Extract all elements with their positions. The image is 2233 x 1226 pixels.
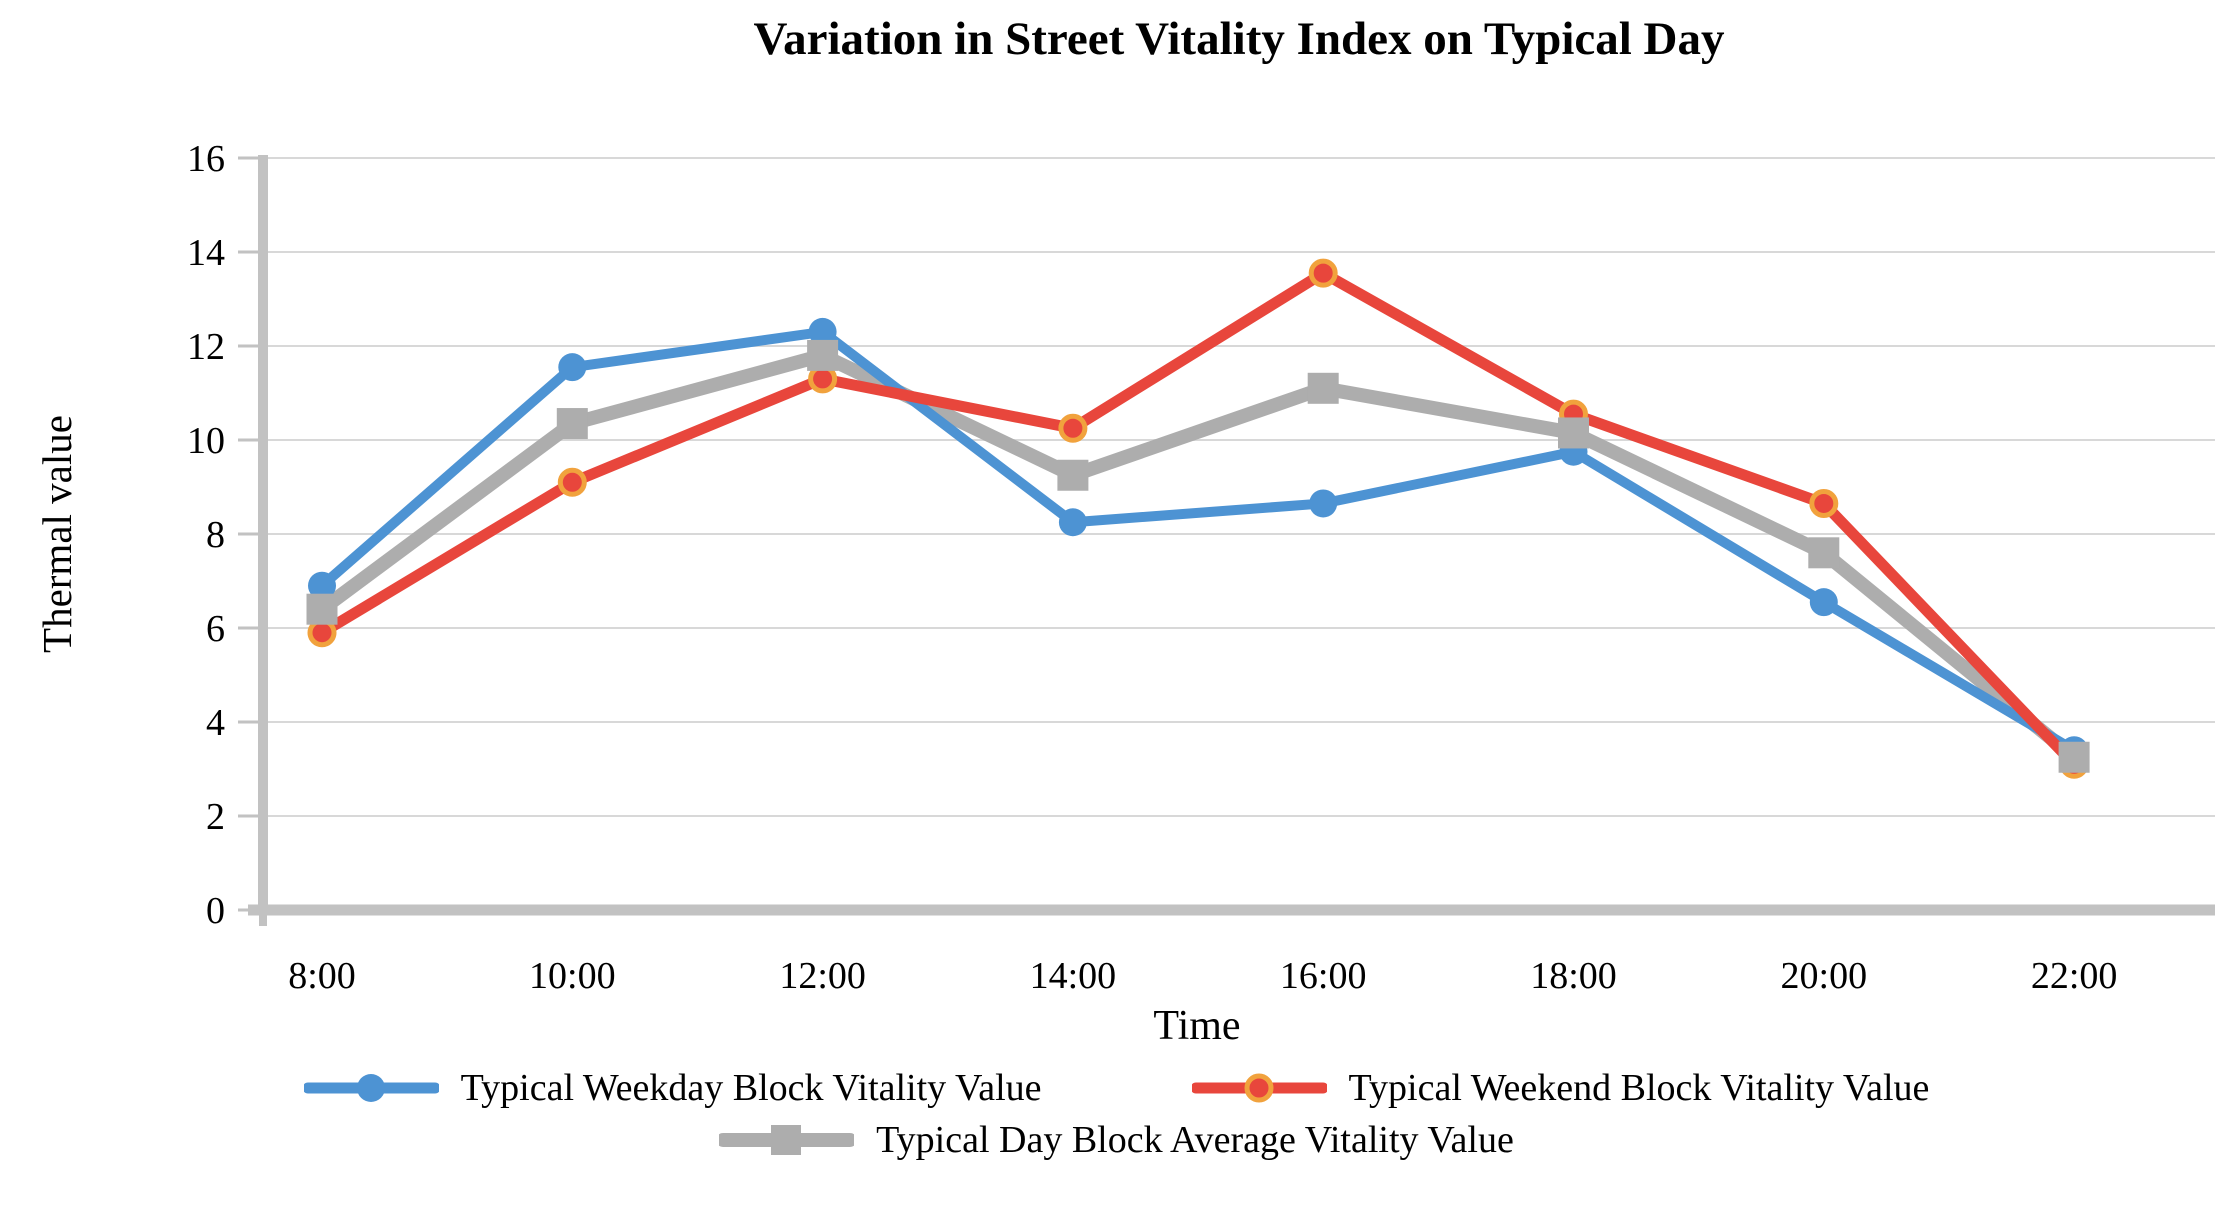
x-tick-label: 10:00 bbox=[529, 955, 616, 997]
x-tick-label: 14:00 bbox=[1030, 955, 1117, 997]
legend-label: Typical Weekend Block Vitality Value bbox=[1348, 1067, 1930, 1109]
y-tick-label: 16 bbox=[187, 138, 225, 180]
x-axis-title: Time bbox=[1153, 1003, 1241, 1049]
y-tick-label: 14 bbox=[187, 232, 225, 274]
axis-labels: 0 2 4 6 8 10 12 14 16 8:00 10:00 12:00 14:00 16:00 18:… bbox=[187, 138, 2117, 997]
y-tick-label: 8 bbox=[206, 514, 225, 556]
gridlines bbox=[263, 157, 2215, 817]
y-tick-label: 4 bbox=[206, 702, 225, 744]
data-point-marker bbox=[1809, 588, 1838, 617]
x-tick-label: 8:00 bbox=[288, 955, 356, 997]
series-line-2 bbox=[315, 348, 2082, 765]
legend-label: Typical Day Block Average Vitality Value bbox=[876, 1119, 1514, 1161]
legend-item-weekend: Typical Weekend Block Vitality Value bbox=[1191, 1066, 1930, 1110]
data-point-marker bbox=[556, 408, 588, 440]
legend-item-average: Typical Day Block Average Vitality Value bbox=[719, 1118, 1514, 1162]
y-axis-title: Thermal value bbox=[34, 415, 80, 653]
legend-key-average-line-marker-icon bbox=[719, 1125, 855, 1155]
x-tick-label: 18:00 bbox=[1530, 955, 1617, 997]
y-tick-label: 0 bbox=[206, 890, 225, 932]
legend-key-weekend-line-marker-icon bbox=[1191, 1073, 1327, 1103]
series-markers bbox=[306, 258, 2090, 779]
chart-title: Variation in Street Vitality Index on Ty… bbox=[753, 13, 1725, 65]
data-point-marker bbox=[558, 353, 587, 382]
y-tick-label: 10 bbox=[187, 420, 225, 462]
x-tick-label: 16:00 bbox=[1280, 955, 1367, 997]
x-tick-label: 22:00 bbox=[2031, 955, 2118, 997]
legend-label: Typical Weekday Block Vitality Value bbox=[460, 1067, 1042, 1109]
series-line-0 bbox=[317, 326, 2080, 756]
y-tick-label: 12 bbox=[187, 326, 225, 368]
data-point-marker bbox=[1057, 459, 1089, 491]
x-tick-label: 20:00 bbox=[1781, 955, 1868, 997]
legend: Typical Weekday Block Vitality Value Typ… bbox=[0, 1066, 2233, 1162]
y-tick-label: 2 bbox=[206, 796, 225, 838]
data-point-marker bbox=[1309, 489, 1338, 518]
data-point-marker bbox=[2058, 741, 2090, 773]
legend-key-weekday-line-marker-icon bbox=[303, 1074, 439, 1102]
legend-row-2: Typical Day Block Average Vitality Value bbox=[719, 1118, 1514, 1162]
x-tick-label: 12:00 bbox=[779, 955, 866, 997]
legend-item-weekday: Typical Weekday Block Vitality Value bbox=[303, 1066, 1042, 1110]
data-point-marker bbox=[1809, 488, 1839, 518]
data-point-marker bbox=[557, 467, 587, 497]
data-point-marker bbox=[808, 317, 837, 346]
data-point-marker bbox=[1307, 372, 1339, 404]
axes bbox=[238, 155, 2215, 926]
legend-row-1: Typical Weekday Block Vitality Value Typ… bbox=[303, 1066, 1930, 1110]
data-point-marker bbox=[306, 593, 338, 625]
y-tick-label: 6 bbox=[206, 608, 225, 650]
data-point-marker bbox=[1308, 258, 1338, 288]
data-point-marker bbox=[807, 339, 839, 371]
data-point-marker bbox=[308, 571, 336, 600]
series-line-1 bbox=[316, 267, 2080, 770]
data-point-marker bbox=[1058, 413, 1088, 443]
data-point-marker bbox=[1808, 537, 1840, 569]
data-point-marker bbox=[1058, 508, 1087, 537]
series-lines bbox=[315, 267, 2082, 770]
data-point-marker bbox=[1558, 417, 1589, 449]
